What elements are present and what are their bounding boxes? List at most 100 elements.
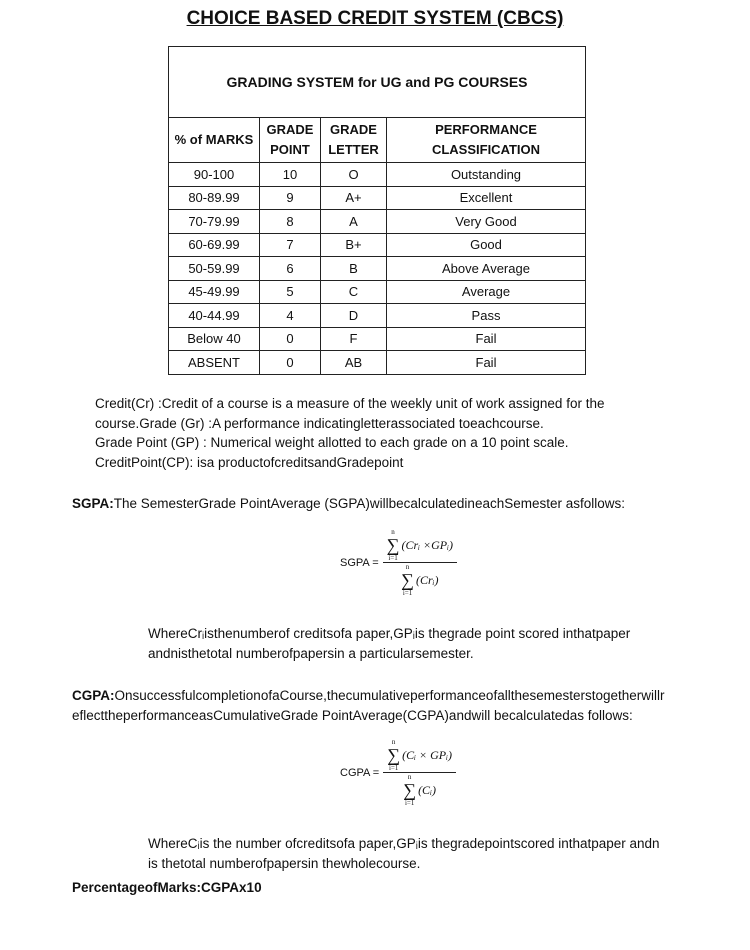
table-cell: 4 — [259, 303, 321, 328]
table-cell: 9 — [259, 185, 321, 210]
table-cell: 5 — [259, 279, 321, 304]
sum-upper: n — [407, 773, 412, 781]
table-cell: B — [320, 256, 387, 281]
table-caption: GRADING SYSTEM for UG and PG COURSES — [168, 46, 586, 118]
table-cell: 90-100 — [168, 162, 260, 187]
sigma-icon: ∑ — [386, 535, 400, 555]
table-cell: D — [320, 303, 387, 328]
table-row: 90-100 10 O Outstanding — [168, 162, 586, 187]
where-line: WhereCᵢis the number ofcreditsofa paper,… — [148, 836, 660, 851]
table-cell: F — [320, 326, 387, 351]
table-row: 45-49.99 5 C Average — [168, 279, 586, 304]
definition-line: Grade Point (GP) : Numerical weight allo… — [95, 435, 569, 450]
table-cell: AB — [320, 350, 387, 375]
table-cell: 45-49.99 — [168, 279, 260, 304]
table-cell: Pass — [386, 303, 586, 328]
where-line: andnisthetotal numberofpapersin a partic… — [148, 645, 474, 661]
sum-lower: i=1 — [388, 764, 399, 772]
sum-upper: n — [405, 563, 410, 571]
table-cell: B+ — [320, 232, 387, 257]
sgpa-formula: SGPA = n ∑ i=1 (Crᵢ ×GPᵢ) n ∑ i=1 (Crᵢ) — [340, 528, 458, 597]
summation: n ∑ i=1 — [403, 773, 416, 807]
formula-denominator-group: n ∑ i=1 (Crᵢ) — [397, 563, 442, 597]
table-row: 40-44.99 4 D Pass — [168, 303, 586, 328]
formula-denominator: (Cᵢ) — [418, 782, 436, 797]
table-row: 80-89.99 9 A+ Excellent — [168, 185, 586, 210]
table-cell: 10 — [259, 162, 321, 187]
table-row: 50-59.99 6 B Above Average — [168, 256, 586, 281]
sum-upper: n — [391, 738, 396, 746]
sum-lower: i=1 — [402, 589, 413, 597]
table-cell: 40-44.99 — [168, 303, 260, 328]
sum-lower: i=1 — [388, 554, 398, 562]
column-header: GRADE LETTER — [320, 117, 387, 163]
sigma-icon: ∑ — [401, 570, 414, 590]
table-cell: Very Good — [386, 209, 586, 234]
formula-numerator-group: n ∑ i=1 (Cᵢ × GPᵢ) — [383, 738, 456, 772]
table-cell: Below 40 — [168, 326, 260, 351]
table-cell: C — [320, 279, 387, 304]
table-cell: 0 — [259, 350, 321, 375]
sgpa-text: The SemesterGrade PointAverage (SGPA)wil… — [113, 496, 626, 511]
cgpa-formula: CGPA = n ∑ i=1 (Cᵢ × GPᵢ) n ∑ i=1 (Cᵢ) — [340, 738, 456, 807]
sgpa-where: WhereCrᵢisthenumberof creditsofa paper,G… — [148, 624, 630, 663]
table-cell: 70-79.99 — [168, 209, 260, 234]
table-cell: 7 — [259, 232, 321, 257]
table-cell: 80-89.99 — [168, 185, 260, 210]
formula-numerator: (Cᵢ × GPᵢ) — [402, 747, 452, 762]
formula-label: CGPA = — [340, 766, 380, 779]
table-cell: Good — [386, 232, 586, 257]
definitions: Credit(Cr) :Credit of a course is a meas… — [95, 394, 604, 472]
percentage-formula: PercentageofMarks:CGPAx10 — [72, 880, 262, 895]
where-line: WhereCrᵢisthenumberof creditsofa paper,G… — [148, 626, 631, 641]
table-cell: Average — [386, 279, 586, 304]
table-cell: Above Average — [386, 256, 586, 281]
table-cell: 60-69.99 — [168, 232, 260, 257]
sum-lower: i=1 — [404, 799, 415, 807]
definition-line: CreditPoint(CP): isa productofcreditsand… — [95, 454, 404, 470]
formula-denominator-group: n ∑ i=1 (Cᵢ) — [399, 773, 440, 807]
cgpa-label: CGPA: — [72, 688, 115, 703]
table-cell: O — [320, 162, 387, 187]
table-cell: 6 — [259, 256, 321, 281]
cgpa-text: eflecttheperformanceasCumulativeGrade Po… — [72, 707, 633, 723]
sigma-icon: ∑ — [387, 745, 401, 765]
fraction: n ∑ i=1 (Cᵢ × GPᵢ) n ∑ i=1 (Cᵢ) — [383, 738, 456, 807]
sum-upper: n — [391, 528, 395, 536]
cgpa-text: OnsuccessfulcompletionofaCourse,thecumul… — [114, 688, 665, 703]
cgpa-where: WhereCᵢis the number ofcreditsofa paper,… — [148, 834, 660, 873]
where-line: is thetotal numberofpapersin thewholecou… — [148, 855, 421, 871]
column-header: PERFORMANCE CLASSIFICATION — [386, 117, 586, 163]
formula-numerator-group: n ∑ i=1 (Crᵢ ×GPᵢ) — [383, 528, 457, 562]
fraction-bar — [382, 562, 458, 563]
fraction: n ∑ i=1 (Crᵢ ×GPᵢ) n ∑ i=1 (Crᵢ) — [382, 528, 458, 597]
sigma-icon: ∑ — [403, 780, 417, 800]
table-cell: Fail — [386, 326, 586, 351]
summation: n ∑ i=1 — [387, 528, 400, 562]
table-cell: A — [320, 209, 387, 234]
fraction-bar — [383, 772, 456, 773]
table-cell: 8 — [259, 209, 321, 234]
cgpa-intro: CGPA:OnsuccessfulcompletionofaCourse,the… — [72, 686, 665, 725]
definition-line: course.Grade (Gr) :A performance indicat… — [95, 415, 544, 431]
definition-line: Credit(Cr) :Credit of a course is a meas… — [95, 396, 605, 411]
table-row: 70-79.99 8 A Very Good — [168, 209, 586, 234]
table-row: ABSENT 0 AB Fail — [168, 350, 586, 375]
table-cell: 50-59.99 — [168, 256, 260, 281]
table-cell: A+ — [320, 185, 387, 210]
table-cell: Fail — [386, 350, 586, 375]
table-cell: ABSENT — [168, 350, 260, 375]
page-title: CHOICE BASED CREDIT SYSTEM (CBCS) — [186, 8, 564, 29]
table-cell: 0 — [259, 326, 321, 351]
table-row: Below 40 0 F Fail — [168, 326, 586, 351]
table-cell: Outstanding — [386, 162, 586, 187]
table-cell: Excellent — [386, 185, 586, 210]
formula-label: SGPA = — [340, 556, 379, 569]
sgpa-intro: SGPA:The SemesterGrade PointAverage (SGP… — [72, 494, 625, 514]
summation: n ∑ i=1 — [387, 738, 400, 772]
column-header: GRADE POINT — [259, 117, 321, 163]
sgpa-label: SGPA: — [72, 496, 114, 511]
summation: n ∑ i=1 — [401, 563, 414, 597]
formula-numerator: (Crᵢ ×GPᵢ) — [401, 537, 454, 552]
